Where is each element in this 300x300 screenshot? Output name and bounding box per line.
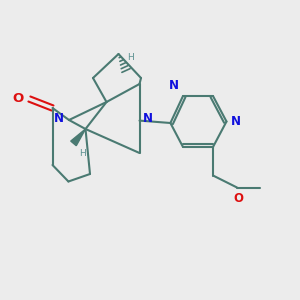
Text: H: H xyxy=(79,148,86,158)
Text: O: O xyxy=(233,192,244,205)
Polygon shape xyxy=(71,129,86,146)
Text: H: H xyxy=(128,52,134,62)
Text: N: N xyxy=(143,112,153,125)
Text: O: O xyxy=(13,92,24,106)
Text: N: N xyxy=(231,115,241,128)
Text: N: N xyxy=(54,112,64,125)
Text: N: N xyxy=(169,80,178,92)
